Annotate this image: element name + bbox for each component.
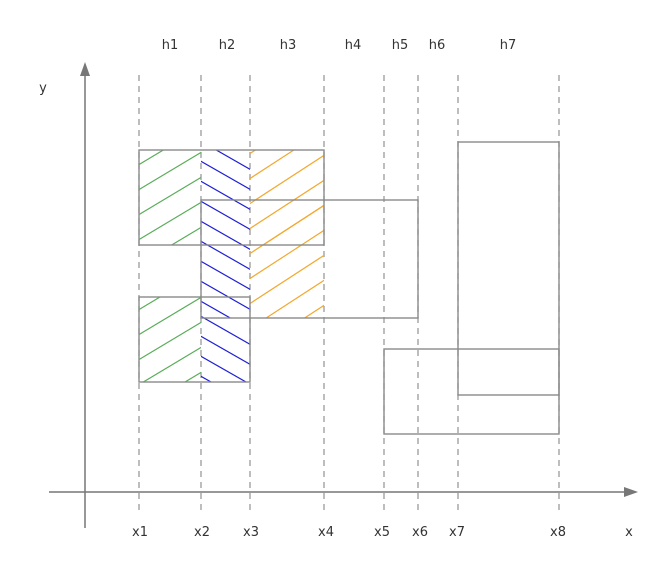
x-tick-labels: x1 x2 x3 x4 x5 x6 x7 x8 [132,525,566,540]
strip-label-h4: h4 [345,38,362,53]
rectangle-3 [200,199,419,319]
rectangle-5 [383,348,560,435]
vertical-guides [138,75,560,512]
x-tick-x6: x6 [412,525,428,540]
strip-label-h7: h7 [500,38,517,53]
rectangles [138,141,560,435]
x-tick-x1: x1 [132,525,148,540]
strip-labels: h1 h2 h3 h4 h5 h6 h7 [162,38,517,53]
x-axis-label: x [625,525,633,540]
rectangle-4 [457,141,560,396]
strip-label-h2: h2 [219,38,236,53]
x-tick-x3: x3 [243,525,259,540]
rectangle-1 [138,149,325,246]
axes: y x [39,62,638,540]
strip-label-h5: h5 [392,38,409,53]
strip-label-h6: h6 [429,38,446,53]
y-axis-label: y [39,81,47,96]
x-axis-arrow-icon [624,487,638,497]
hatch-h1-green [139,150,201,382]
x-tick-x7: x7 [449,525,465,540]
x-tick-x2: x2 [194,525,210,540]
x-tick-x4: x4 [318,525,334,540]
rectangle-2 [138,296,251,383]
x-tick-x8: x8 [550,525,566,540]
x-tick-x5: x5 [374,525,390,540]
hatch-h3-orange [250,150,324,318]
strip-label-h3: h3 [280,38,297,53]
y-axis-arrow-icon [80,62,90,76]
strip-label-h1: h1 [162,38,179,53]
